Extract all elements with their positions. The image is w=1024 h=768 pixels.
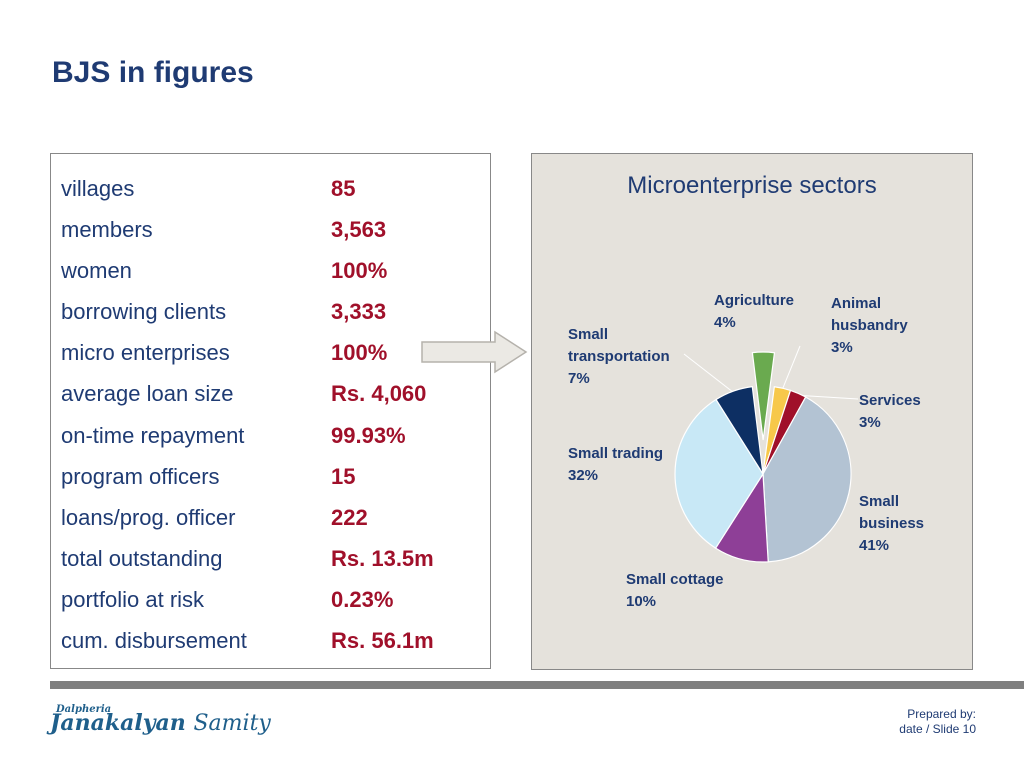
- pie-label-small-transportation: Small transportation 7%: [568, 324, 688, 390]
- stat-row: portfolio at risk 0.23%: [61, 580, 481, 620]
- pie-label-percent: 3%: [859, 414, 881, 431]
- pie-label-agriculture: Agriculture 4%: [714, 290, 794, 334]
- stat-value: 0.23%: [331, 587, 394, 612]
- pie-label-name: Small trading: [568, 445, 664, 462]
- stat-row: women 100%: [61, 251, 481, 291]
- pie-label-name: Animal husbandry: [831, 295, 908, 334]
- stat-row: villages 85: [61, 169, 481, 209]
- stats-panel: villages 85 members 3,563 women 100% bor…: [50, 153, 491, 669]
- stat-value: 85: [331, 176, 356, 201]
- stat-label: villages: [61, 176, 135, 201]
- pie-label-percent: 4%: [714, 314, 736, 331]
- logo-sub-name: Samity: [193, 711, 271, 736]
- stat-label: women: [61, 258, 132, 283]
- stat-row: cum. disbursement Rs. 56.1m: [61, 621, 481, 661]
- pie-slice-agriculture: [751, 351, 776, 441]
- pie-slice-small-business: [762, 396, 852, 563]
- stat-value: 222: [331, 505, 368, 530]
- pie-label-percent: 41%: [859, 537, 890, 554]
- stat-value: 15: [331, 464, 356, 489]
- pie-leader-line: [683, 353, 735, 394]
- pie-slice-small-trading: [674, 398, 764, 549]
- stat-value: 3,563: [331, 217, 387, 242]
- pie-slice-small-transportation: [715, 385, 764, 475]
- footer-divider: [50, 681, 1024, 689]
- stat-row: borrowing clients 3,333: [61, 292, 481, 332]
- right-arrow-icon: [421, 330, 528, 374]
- pie-label-name: Small cottage: [626, 571, 724, 588]
- pie-label-percent: 32%: [568, 467, 599, 484]
- chart-panel: Microenterprise sectors Agriculture 4% A…: [531, 153, 973, 670]
- stat-row: loans/prog. officer 222: [61, 498, 481, 538]
- page-title: BJS in figures: [52, 56, 254, 89]
- slide-info: date / Slide 10: [899, 722, 976, 736]
- pie-label-percent: 10%: [626, 593, 657, 610]
- stat-label: program officers: [61, 464, 220, 489]
- pie-leader-line: [797, 394, 859, 400]
- stat-value: Rs. 4,060: [331, 381, 427, 406]
- stat-value: Rs. 13.5m: [331, 546, 434, 571]
- stat-label: total outstanding: [61, 546, 223, 571]
- stat-row: members 3,563: [61, 210, 481, 250]
- stat-value: 100%: [331, 340, 388, 365]
- stat-label: cum. disbursement: [61, 628, 247, 653]
- stat-label: members: [61, 217, 153, 242]
- stat-label: average loan size: [61, 381, 234, 406]
- stat-row: program officers 15: [61, 457, 481, 497]
- chart-title: Microenterprise sectors: [627, 172, 877, 199]
- pie-label-services: Services 3%: [859, 390, 921, 434]
- stat-label: micro enterprises: [61, 340, 230, 365]
- pie-label-name: Small transportation: [568, 326, 670, 365]
- logo-main-text: Janakalyan Samity: [50, 710, 271, 736]
- pie-label-animal-husbandry: Animal husbandry 3%: [831, 293, 941, 359]
- logo-small-text: Dalpheria: [56, 704, 112, 715]
- prepared-by: Prepared by:: [907, 707, 976, 721]
- pie-label-name: Agriculture: [714, 292, 795, 309]
- stat-label: portfolio at risk: [61, 587, 205, 612]
- pie-label-small-cottage: Small cottage 10%: [626, 569, 724, 613]
- stat-label: borrowing clients: [61, 299, 227, 324]
- stat-value: 99.93%: [331, 423, 406, 448]
- pie-label-small-trading: Small trading 32%: [568, 443, 663, 487]
- stat-row: average loan size Rs. 4,060: [61, 374, 481, 414]
- stat-label: on-time repayment: [61, 423, 245, 448]
- pie-leader-line: [781, 345, 801, 391]
- logo-name: Janakalyan: [50, 710, 186, 736]
- pie-label-percent: 7%: [568, 370, 590, 387]
- pie-label-name: Small business: [859, 493, 925, 532]
- footer-info: Prepared by: date / Slide 10: [899, 707, 976, 737]
- stat-value: 3,333: [331, 299, 387, 324]
- stat-row: micro enterprises 100%: [61, 333, 481, 373]
- stat-row: on-time repayment 99.93%: [61, 416, 481, 456]
- stat-row: total outstanding Rs. 13.5m: [61, 539, 481, 579]
- pie-label-percent: 3%: [831, 339, 853, 356]
- pie-label-small-business: Small business 41%: [859, 491, 949, 557]
- stat-value: 100%: [331, 258, 388, 283]
- pie-chart: [674, 345, 859, 563]
- stat-value: Rs. 56.1m: [331, 628, 434, 653]
- stat-label: loans/prog. officer: [61, 505, 236, 530]
- pie-label-name: Services: [859, 392, 921, 409]
